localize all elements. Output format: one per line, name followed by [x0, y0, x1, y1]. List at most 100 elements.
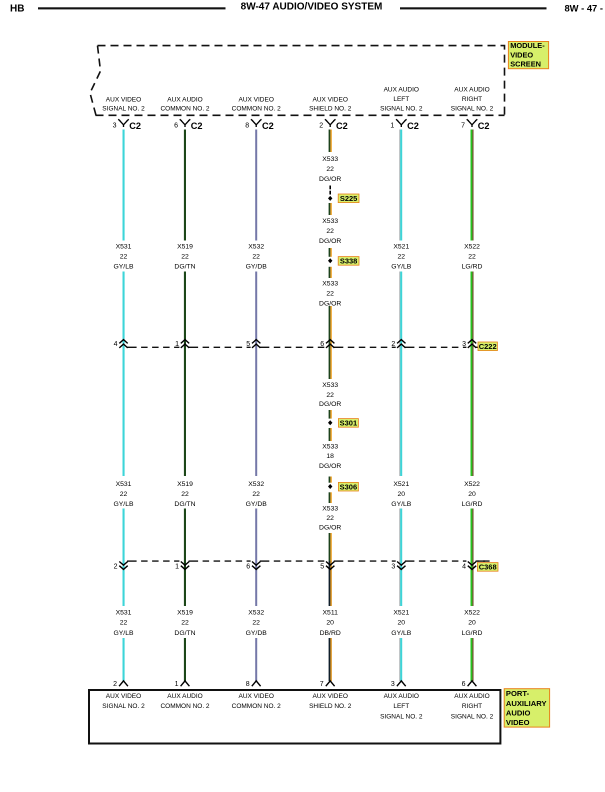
svg-text:S301: S301 [340, 419, 358, 428]
svg-text:2: 2 [319, 122, 323, 129]
svg-text:DG/OR: DG/OR [319, 176, 341, 183]
svg-text:AUX VIDEO: AUX VIDEO [106, 693, 141, 700]
svg-text:X533: X533 [322, 280, 338, 287]
svg-text:LG/RD: LG/RD [462, 264, 483, 271]
svg-text:1: 1 [390, 122, 394, 129]
svg-text:RIGHT: RIGHT [462, 703, 482, 710]
svg-text:3: 3 [462, 341, 466, 348]
svg-text:GY/LB: GY/LB [113, 630, 133, 637]
svg-text:AUXILIARY: AUXILIARY [506, 699, 547, 708]
svg-text:DB/RD: DB/RD [320, 630, 341, 637]
svg-text:X532: X532 [248, 481, 264, 488]
svg-text:AUX VIDEO: AUX VIDEO [312, 693, 347, 700]
svg-text:6: 6 [462, 681, 466, 688]
svg-text:X531: X531 [116, 243, 132, 250]
svg-text:22: 22 [326, 290, 334, 297]
svg-text:C2: C2 [478, 121, 490, 131]
svg-text:22: 22 [326, 515, 334, 522]
svg-text:20: 20 [326, 620, 334, 627]
svg-text:X519: X519 [177, 610, 193, 617]
svg-text:X532: X532 [248, 243, 264, 250]
svg-text:8W-47 AUDIO/VIDEO SYSTEM: 8W-47 AUDIO/VIDEO SYSTEM [241, 2, 383, 13]
svg-text:HB: HB [10, 3, 24, 14]
svg-text:COMMON NO. 2: COMMON NO. 2 [232, 105, 281, 112]
svg-text:SIGNAL NO. 2: SIGNAL NO. 2 [102, 105, 145, 112]
svg-text:22: 22 [181, 491, 189, 498]
svg-text:5: 5 [246, 341, 250, 348]
svg-text:1: 1 [175, 564, 179, 571]
svg-text:MODULE-: MODULE- [510, 41, 545, 50]
svg-text:22: 22 [252, 491, 260, 498]
svg-text:X533: X533 [322, 218, 338, 225]
svg-text:DG/TN: DG/TN [174, 630, 195, 637]
svg-text:6: 6 [246, 564, 250, 571]
svg-text:DG/OR: DG/OR [319, 401, 341, 408]
svg-text:AUX VIDEO: AUX VIDEO [238, 96, 273, 103]
svg-text:DG/OR: DG/OR [319, 525, 341, 532]
svg-text:4: 4 [462, 564, 466, 571]
svg-text:SIGNAL NO. 2: SIGNAL NO. 2 [451, 105, 494, 112]
svg-text:C222: C222 [479, 342, 497, 351]
svg-text:22: 22 [181, 620, 189, 627]
svg-text:DG/OR: DG/OR [319, 238, 341, 245]
svg-text:C368: C368 [479, 563, 497, 572]
svg-text:X531: X531 [116, 481, 132, 488]
svg-text:AUX AUDIO: AUX AUDIO [454, 87, 489, 94]
svg-text:AUX AUDIO: AUX AUDIO [384, 87, 419, 94]
svg-text:S306: S306 [340, 483, 358, 492]
svg-text:GY/DB: GY/DB [246, 264, 268, 271]
svg-text:3: 3 [391, 564, 395, 571]
svg-text:20: 20 [468, 620, 476, 627]
svg-text:LEFT: LEFT [393, 703, 409, 710]
svg-text:LEFT: LEFT [393, 96, 409, 103]
svg-text:22: 22 [120, 254, 128, 261]
svg-text:20: 20 [398, 491, 406, 498]
svg-text:X519: X519 [177, 481, 193, 488]
svg-text:22: 22 [252, 620, 260, 627]
svg-text:LG/RD: LG/RD [462, 501, 483, 508]
svg-text:20: 20 [468, 491, 476, 498]
svg-text:GY/LB: GY/LB [113, 501, 133, 508]
svg-text:X533: X533 [322, 444, 338, 451]
svg-text:SHIELD NO. 2: SHIELD NO. 2 [309, 105, 352, 112]
svg-text:COMMON NO. 2: COMMON NO. 2 [232, 703, 281, 710]
svg-text:8: 8 [245, 122, 249, 129]
svg-text:2: 2 [391, 341, 395, 348]
svg-text:S338: S338 [340, 257, 358, 266]
svg-text:AUX AUDIO: AUX AUDIO [167, 693, 202, 700]
svg-text:X519: X519 [177, 243, 193, 250]
svg-text:C2: C2 [129, 121, 141, 131]
svg-text:22: 22 [326, 166, 334, 173]
svg-text:3: 3 [391, 681, 395, 688]
svg-text:X521: X521 [393, 610, 409, 617]
svg-text:1: 1 [175, 681, 179, 688]
svg-text:X533: X533 [322, 382, 338, 389]
svg-text:SIGNAL NO. 2: SIGNAL NO. 2 [380, 713, 423, 720]
svg-text:DG/OR: DG/OR [319, 300, 341, 307]
svg-text:PORT-: PORT- [506, 689, 530, 698]
svg-text:C2: C2 [407, 121, 419, 131]
svg-text:X522: X522 [464, 243, 480, 250]
svg-text:2: 2 [114, 564, 118, 571]
svg-text:COMMON NO. 2: COMMON NO. 2 [160, 105, 209, 112]
svg-text:GY/LB: GY/LB [391, 264, 411, 271]
svg-text:VIDEO: VIDEO [510, 50, 533, 59]
svg-text:22: 22 [181, 254, 189, 261]
svg-text:1: 1 [175, 341, 179, 348]
svg-text:X533: X533 [322, 506, 338, 513]
svg-text:GY/LB: GY/LB [391, 630, 411, 637]
svg-text:S225: S225 [340, 194, 358, 203]
svg-text:22: 22 [252, 254, 260, 261]
svg-text:22: 22 [398, 254, 406, 261]
svg-text:22: 22 [120, 491, 128, 498]
svg-text:AUX AUDIO: AUX AUDIO [454, 693, 489, 700]
svg-text:VIDEO: VIDEO [506, 718, 530, 727]
svg-text:AUDIO: AUDIO [506, 708, 531, 717]
svg-text:X531: X531 [116, 610, 132, 617]
svg-text:DG/TN: DG/TN [174, 264, 195, 271]
svg-text:2: 2 [113, 681, 117, 688]
svg-text:6: 6 [320, 341, 324, 348]
svg-text:22: 22 [468, 254, 476, 261]
svg-text:DG/OR: DG/OR [319, 463, 341, 470]
svg-text:18: 18 [326, 453, 334, 460]
